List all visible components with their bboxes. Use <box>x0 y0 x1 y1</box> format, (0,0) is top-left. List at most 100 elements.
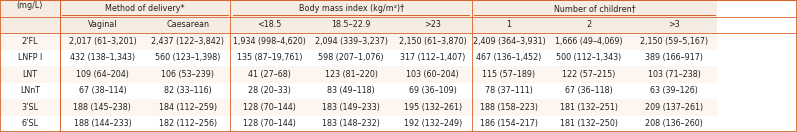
Bar <box>472 99 546 116</box>
Bar <box>0 33 60 50</box>
Text: 195 (132–261): 195 (132–261) <box>404 103 461 112</box>
Text: 208 (136–260): 208 (136–260) <box>646 119 703 128</box>
Bar <box>631 66 717 82</box>
Text: 186 (154–217): 186 (154–217) <box>480 119 538 128</box>
Text: 2,017 (61–3,201): 2,017 (61–3,201) <box>69 37 136 46</box>
Text: 63 (39–126): 63 (39–126) <box>650 86 698 95</box>
Bar <box>631 99 717 116</box>
Bar <box>546 50 631 66</box>
Text: 2: 2 <box>586 20 591 29</box>
Text: 2,094 (339–3,237): 2,094 (339–3,237) <box>315 37 387 46</box>
Bar <box>546 66 631 82</box>
Text: 2,150 (61–3,870): 2,150 (61–3,870) <box>398 37 467 46</box>
Text: 69 (36–109): 69 (36–109) <box>409 86 457 95</box>
Bar <box>230 50 308 66</box>
Text: 67 (38–114): 67 (38–114) <box>79 86 126 95</box>
Bar <box>0 116 60 132</box>
Text: 82 (33–116): 82 (33–116) <box>164 86 211 95</box>
Text: >3: >3 <box>669 20 680 29</box>
Text: 106 (53–239): 106 (53–239) <box>161 70 214 79</box>
Text: 6’SL: 6’SL <box>22 119 38 128</box>
Bar <box>0 0 60 16</box>
Bar <box>230 0 472 16</box>
Text: LNFP I: LNFP I <box>18 53 42 62</box>
Text: 188 (145–238): 188 (145–238) <box>73 103 132 112</box>
Bar <box>631 116 717 132</box>
Text: 2,437 (122–3,842): 2,437 (122–3,842) <box>151 37 224 46</box>
Text: 122 (57–215): 122 (57–215) <box>562 70 615 79</box>
Text: 1,666 (49–4,069): 1,666 (49–4,069) <box>555 37 622 46</box>
Text: 2,409 (364–3,931): 2,409 (364–3,931) <box>473 37 545 46</box>
Text: 18.5–22.9: 18.5–22.9 <box>332 20 371 29</box>
Bar <box>308 99 394 116</box>
Text: 500 (112–1,343): 500 (112–1,343) <box>556 53 621 62</box>
Bar <box>394 50 472 66</box>
Text: 317 (112–1,407): 317 (112–1,407) <box>400 53 465 62</box>
Text: Vaginal: Vaginal <box>88 20 117 29</box>
Text: 181 (132–250): 181 (132–250) <box>559 119 618 128</box>
Bar <box>546 82 631 99</box>
Text: 28 (20–33): 28 (20–33) <box>248 86 291 95</box>
Bar <box>60 0 230 16</box>
Bar <box>230 33 308 50</box>
Text: 67 (36–118): 67 (36–118) <box>565 86 612 95</box>
Bar <box>230 82 308 99</box>
Bar <box>230 99 308 116</box>
Text: 3’SL: 3’SL <box>22 103 38 112</box>
Bar <box>472 16 546 33</box>
Bar <box>394 33 472 50</box>
Bar <box>0 99 60 116</box>
Bar <box>472 116 546 132</box>
Text: 128 (70–144): 128 (70–144) <box>243 103 296 112</box>
Text: <18.5: <18.5 <box>257 20 281 29</box>
Bar <box>631 33 717 50</box>
Text: 1: 1 <box>506 20 512 29</box>
Bar <box>145 116 230 132</box>
Bar <box>308 16 394 33</box>
Text: 109 (64–204): 109 (64–204) <box>76 70 129 79</box>
Bar <box>0 50 60 66</box>
Bar <box>60 50 145 66</box>
Bar <box>308 33 394 50</box>
Text: 192 (132–249): 192 (132–249) <box>403 119 462 128</box>
Text: Caesarean: Caesarean <box>167 20 209 29</box>
Text: Number of children†: Number of children† <box>554 4 635 13</box>
Text: 78 (37–111): 78 (37–111) <box>485 86 533 95</box>
Text: 184 (112–259): 184 (112–259) <box>159 103 217 112</box>
Text: 209 (137–261): 209 (137–261) <box>646 103 703 112</box>
Bar <box>308 116 394 132</box>
Bar <box>60 116 145 132</box>
Text: 432 (138–1,343): 432 (138–1,343) <box>70 53 135 62</box>
Bar <box>0 66 60 82</box>
Bar <box>472 82 546 99</box>
Bar <box>631 82 717 99</box>
Bar <box>472 0 717 16</box>
Bar <box>546 33 631 50</box>
Bar <box>145 99 230 116</box>
Text: 188 (158–223): 188 (158–223) <box>480 103 538 112</box>
Bar <box>145 16 230 33</box>
Text: 128 (70–144): 128 (70–144) <box>243 119 296 128</box>
Bar <box>631 50 717 66</box>
Text: >23: >23 <box>424 20 442 29</box>
Bar <box>60 66 145 82</box>
Text: 183 (148–232): 183 (148–232) <box>322 119 380 128</box>
Text: 467 (136–1,452): 467 (136–1,452) <box>476 53 542 62</box>
Bar <box>145 66 230 82</box>
Bar <box>546 16 631 33</box>
Text: 1,934 (998–4,620): 1,934 (998–4,620) <box>233 37 306 46</box>
Text: 2,150 (59–5,167): 2,150 (59–5,167) <box>640 37 709 46</box>
Bar <box>145 82 230 99</box>
Bar <box>308 66 394 82</box>
Bar <box>60 33 145 50</box>
Bar <box>472 66 546 82</box>
Bar <box>546 116 631 132</box>
Bar <box>394 116 472 132</box>
Bar <box>0 82 60 99</box>
Text: 188 (144–233): 188 (144–233) <box>73 119 132 128</box>
Bar <box>60 16 145 33</box>
Text: 560 (123–1,398): 560 (123–1,398) <box>155 53 221 62</box>
Text: 83 (49–118): 83 (49–118) <box>328 86 375 95</box>
Text: LNnT: LNnT <box>20 86 40 95</box>
Text: Body mass index (kg/m²)†: Body mass index (kg/m²)† <box>299 4 403 13</box>
